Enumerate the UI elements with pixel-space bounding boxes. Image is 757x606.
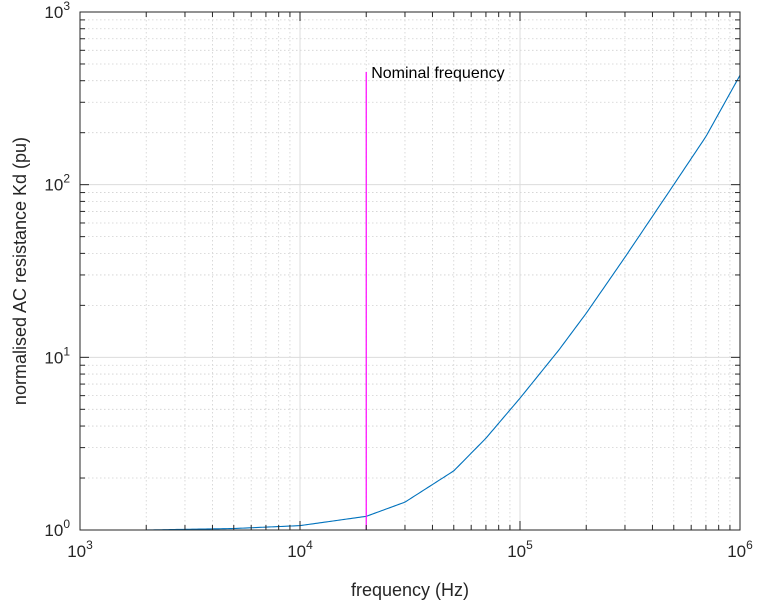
y-tick-label: 102 <box>44 172 70 195</box>
x-tick-label: 104 <box>287 538 313 561</box>
x-tick-label: 105 <box>507 538 533 561</box>
series-layer <box>80 75 741 531</box>
x-axis-label: frequency (Hz) <box>351 580 469 600</box>
x-tick-labels: 103 104 105 106 <box>67 538 753 561</box>
x-tick-label: 106 <box>727 538 753 561</box>
y-tick-label: 100 <box>44 517 70 540</box>
nominal-frequency-label: Nominal frequency <box>371 65 504 82</box>
y-tick-label: 101 <box>44 344 70 367</box>
plot-area-border <box>79 11 741 531</box>
x-tick-label: 103 <box>67 538 93 561</box>
annotation-layer: Nominal frequency <box>365 65 505 530</box>
axis-ticks <box>79 11 741 531</box>
y-tick-label: 103 <box>44 0 70 22</box>
series-line <box>80 75 741 531</box>
y-axis-label: normalised AC resistance Kd (pu) <box>10 137 30 405</box>
y-tick-labels: 100 101 102 103 <box>44 0 70 540</box>
